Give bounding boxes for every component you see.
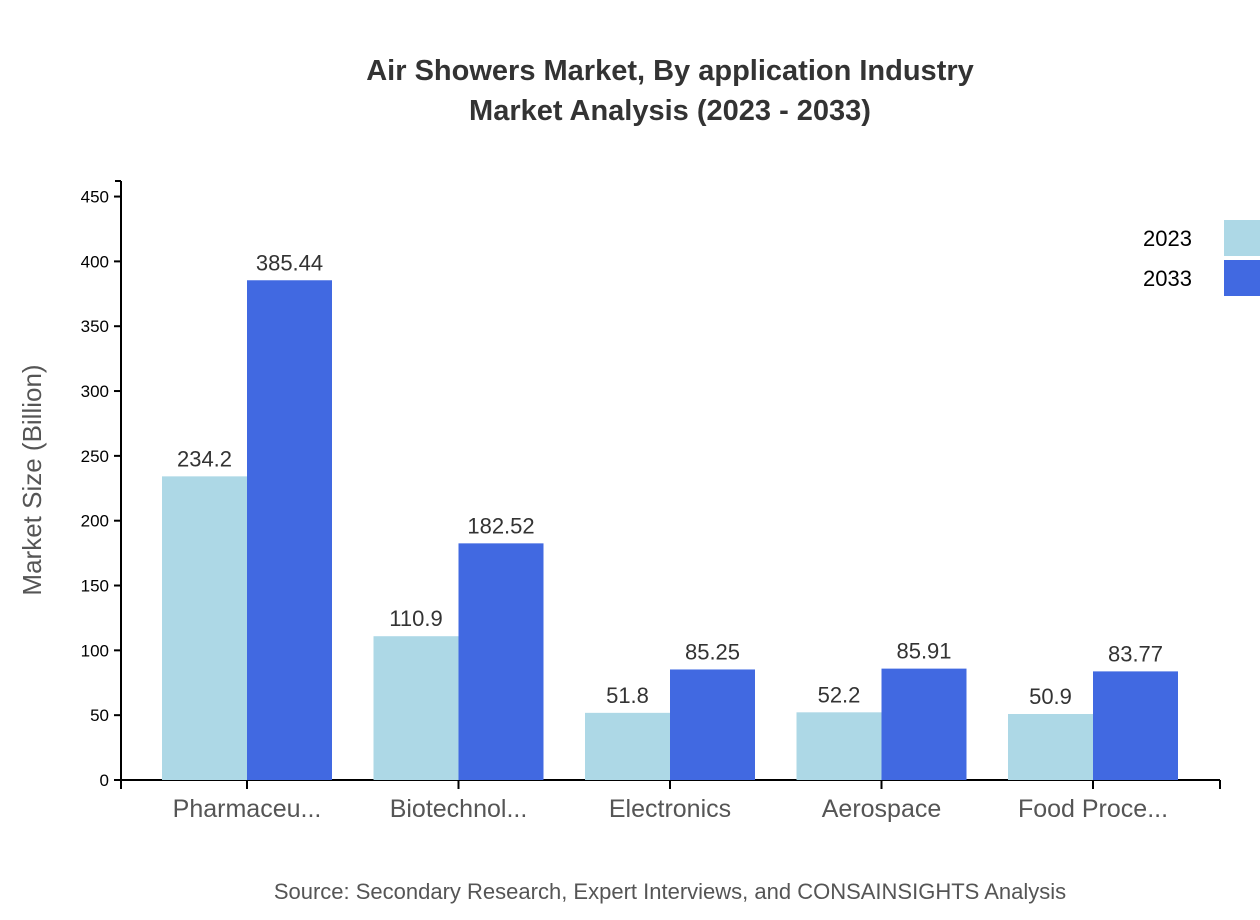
data-label: 182.52 [467, 513, 534, 538]
data-label: 52.2 [818, 682, 861, 707]
y-tick-label: 250 [81, 447, 109, 466]
legend-label: 2033 [1143, 266, 1192, 291]
y-tick-label: 100 [81, 641, 109, 660]
y-tick-label: 350 [81, 317, 109, 336]
y-tick-label: 300 [81, 382, 109, 401]
data-label: 385.44 [256, 250, 323, 275]
chart-title-line-2: Market Analysis (2023 - 2033) [469, 95, 871, 127]
y-tick-label: 0 [100, 771, 109, 790]
bar-2033 [1093, 671, 1178, 780]
y-tick-label: 400 [81, 252, 109, 271]
y-tick-label: 200 [81, 512, 109, 531]
x-tick-label: Food Proce... [1018, 795, 1168, 823]
legend-swatch [1224, 220, 1260, 256]
x-axis: Pharmaceu... Biotechnol... Electronics Aero… [120, 779, 1221, 823]
x-tick-label: Electronics [609, 795, 731, 823]
bar-2033 [458, 543, 544, 780]
x-tick-label: Pharmaceu... [173, 795, 322, 823]
data-label: 234.2 [177, 446, 232, 471]
chart-title-line-1: Air Showers Market, By application Indus… [366, 55, 974, 87]
bar-2033 [881, 668, 967, 780]
y-tick-label: 50 [90, 706, 109, 725]
legend-label: 2023 [1143, 226, 1192, 251]
y-axis: 0 50 100 150 200 250 300 350 400 450 [81, 180, 122, 790]
data-label: 50.9 [1029, 684, 1072, 709]
data-label: 85.91 [896, 639, 951, 664]
bars: 234.2 385.44 110.9 182.52 51.8 85.25 52.2 85.91… [162, 250, 1178, 780]
bar-2023 [373, 636, 459, 780]
bar-2033 [247, 280, 332, 780]
data-label: 110.9 [389, 606, 442, 631]
source-note: Source: Secondary Research, Expert Inter… [274, 879, 1066, 904]
bar-2023 [1008, 714, 1093, 780]
x-tick-label: Aerospace [822, 795, 942, 823]
bar-2023 [162, 476, 247, 780]
legend-swatch [1224, 260, 1260, 296]
bar-2033 [670, 669, 755, 780]
data-label: 83.77 [1108, 641, 1163, 666]
y-axis-label: Market Size (Billion) [17, 364, 47, 595]
bar-2023 [796, 712, 882, 780]
bar-2023 [585, 712, 670, 780]
y-tick-label: 450 [81, 188, 109, 207]
x-tick-label: Biotechnol... [390, 795, 528, 823]
data-label: 51.8 [606, 683, 649, 708]
legend: 2023 2033 [1143, 220, 1260, 296]
data-label: 85.25 [685, 639, 740, 664]
y-tick-label: 150 [81, 577, 109, 596]
